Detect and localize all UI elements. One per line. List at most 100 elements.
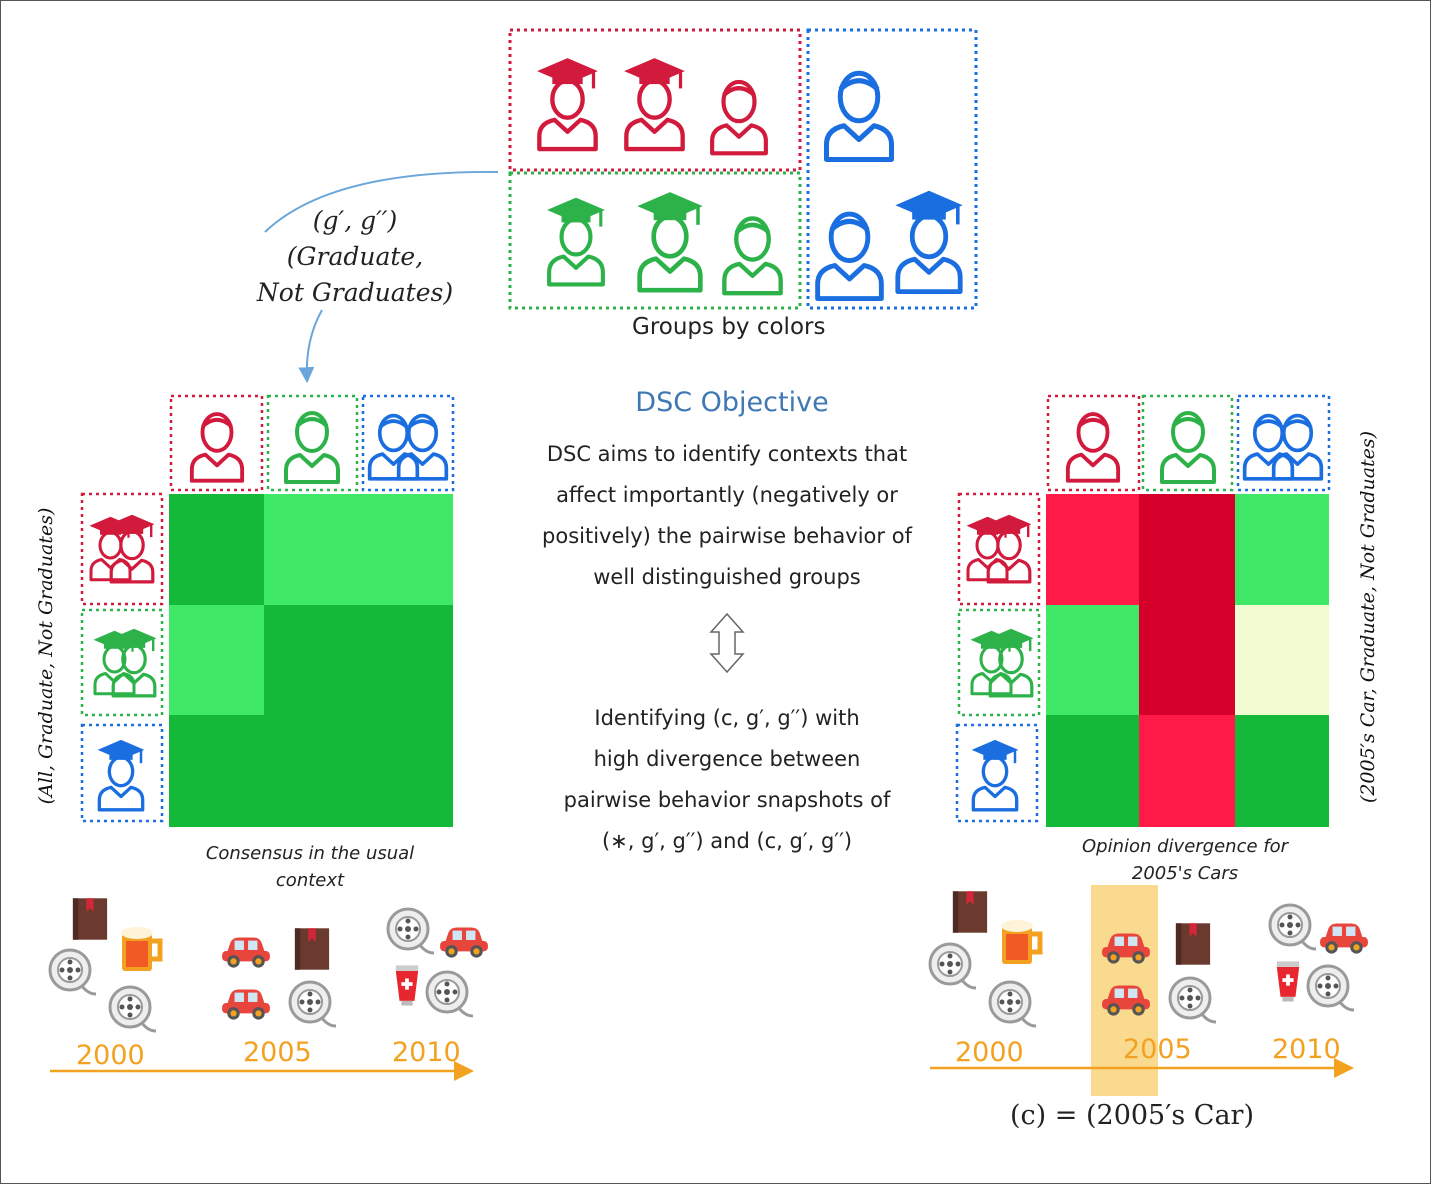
year-label: 2000 bbox=[955, 1037, 1024, 1068]
desc-line: affect importantly (negatively or bbox=[556, 483, 898, 507]
row-green-box bbox=[957, 608, 1041, 717]
header-red-box bbox=[169, 394, 264, 492]
group-red-box bbox=[508, 28, 802, 172]
row-red-box bbox=[957, 492, 1041, 606]
dsc-identifying: Identifying (c, g′, g′′) with high diver… bbox=[502, 698, 952, 862]
id-line: pairwise behavior snapshots of bbox=[563, 788, 891, 812]
person-icon bbox=[724, 218, 780, 293]
groups-caption: Groups by colors bbox=[632, 314, 826, 340]
heatmap-cell bbox=[1046, 494, 1139, 605]
beer-icon bbox=[1001, 920, 1040, 964]
heatmap-cell bbox=[1235, 605, 1329, 715]
caption-line: 2005's Cars bbox=[1131, 863, 1239, 884]
desc-line: positively) the pairwise behavior of bbox=[542, 524, 912, 548]
desc-line: well distinguished groups bbox=[593, 565, 861, 589]
tube-icon bbox=[1276, 961, 1300, 1002]
caption-line: Opinion divergence for bbox=[1081, 836, 1289, 857]
heatmap-cell bbox=[359, 494, 453, 605]
right-heatmap bbox=[1046, 494, 1329, 827]
left-timeline bbox=[48, 898, 488, 1081]
year-label: 2010 bbox=[392, 1037, 461, 1068]
pair-arrow-upper bbox=[264, 170, 499, 233]
graduate-icon bbox=[547, 198, 605, 285]
double-arrow-icon bbox=[709, 612, 745, 674]
heatmap-cell bbox=[169, 605, 264, 715]
graduate-icon bbox=[895, 191, 962, 292]
group-blue-box bbox=[806, 28, 978, 310]
caption-line: Consensus in the usual bbox=[205, 843, 415, 864]
person-icon bbox=[818, 214, 882, 299]
heatmap-cell bbox=[1046, 715, 1139, 827]
film-reel-icon bbox=[928, 942, 978, 990]
desc-line: DSC aims to identify contexts that bbox=[546, 442, 908, 466]
top-groups bbox=[508, 28, 978, 310]
year-label: 2005 bbox=[243, 1037, 312, 1068]
id-line: (∗, g′, g′′) and (c, g′, g′′) bbox=[601, 829, 853, 853]
left-caption: Consensus in the usual context bbox=[160, 840, 460, 894]
beer-icon bbox=[121, 927, 160, 971]
left-heatmap bbox=[169, 494, 453, 827]
heatmap-cell bbox=[264, 605, 359, 715]
pair-arrow-lower bbox=[298, 309, 323, 384]
header-green-box bbox=[1141, 394, 1234, 492]
left-axis-label: (All, Graduate, Not Graduates) bbox=[35, 507, 57, 805]
context-label: (c) = (2005′s Car) bbox=[1010, 1100, 1254, 1131]
year-label: 2005 bbox=[1123, 1034, 1192, 1065]
person-icon bbox=[827, 73, 892, 159]
id-line: high divergence between bbox=[593, 747, 861, 771]
header-blue-box bbox=[1236, 394, 1331, 492]
person-icon bbox=[284, 411, 340, 484]
year-label: 2000 bbox=[76, 1040, 145, 1071]
row-blue-box bbox=[955, 723, 1039, 823]
row-blue-box bbox=[80, 723, 164, 823]
film-reel-icon bbox=[1168, 976, 1218, 1024]
right-axis-label: (2005′s Car, Graduate, Not Graduates) bbox=[1357, 430, 1379, 804]
car-icon bbox=[222, 937, 270, 968]
person-icon bbox=[712, 82, 766, 153]
year-label: 2010 bbox=[1272, 1034, 1341, 1065]
heatmap-cell bbox=[264, 494, 359, 605]
pair-label-line1: (g′, g′′) bbox=[312, 206, 398, 235]
right-timeline bbox=[928, 885, 1368, 1096]
graduate-icon bbox=[537, 58, 598, 149]
right-headers bbox=[955, 394, 1331, 823]
tube-icon bbox=[395, 965, 419, 1006]
book-icon bbox=[1175, 923, 1211, 965]
heatmap-cell bbox=[169, 715, 264, 827]
id-line: Identifying (c, g′, g′′) with bbox=[594, 706, 860, 730]
header-red-box bbox=[1046, 394, 1141, 492]
person-icon bbox=[1160, 411, 1216, 484]
row-red-box bbox=[80, 492, 164, 606]
graduate-icon bbox=[624, 58, 685, 149]
book-icon bbox=[72, 898, 108, 940]
pair-label-line3: Not Graduates) bbox=[256, 278, 454, 307]
heatmap-cell bbox=[1139, 715, 1235, 827]
dsc-description: DSC aims to identify contexts that affec… bbox=[502, 434, 952, 598]
heatmap-cell bbox=[1046, 605, 1139, 715]
heatmap-cell bbox=[1139, 605, 1235, 715]
pair-label-line2: (Graduate, bbox=[286, 242, 424, 271]
film-reel-icon bbox=[288, 980, 338, 1028]
film-reel-icon bbox=[1306, 964, 1356, 1012]
person-icon bbox=[1065, 412, 1121, 483]
pair-label: (g′, g′′) (Graduate, Not Graduates) bbox=[240, 203, 470, 311]
book-icon bbox=[952, 891, 988, 933]
group-green-box bbox=[508, 171, 802, 310]
book-icon bbox=[294, 928, 330, 970]
heatmap-cell bbox=[169, 494, 264, 605]
right-caption: Opinion divergence for 2005's Cars bbox=[1035, 833, 1335, 887]
heatmap-cell bbox=[1139, 494, 1235, 605]
heatmap-cell bbox=[264, 715, 359, 827]
heatmap-cell bbox=[359, 605, 453, 715]
film-reel-icon bbox=[1268, 903, 1318, 951]
graduate-icon bbox=[110, 515, 155, 582]
header-green-box bbox=[266, 394, 359, 492]
graduate-icon bbox=[970, 737, 1020, 812]
car-icon bbox=[440, 927, 488, 958]
film-reel-icon bbox=[425, 970, 475, 1018]
film-reel-icon bbox=[108, 985, 158, 1033]
row-green-box bbox=[80, 608, 164, 717]
person-icon bbox=[189, 412, 245, 483]
left-headers bbox=[80, 394, 455, 823]
